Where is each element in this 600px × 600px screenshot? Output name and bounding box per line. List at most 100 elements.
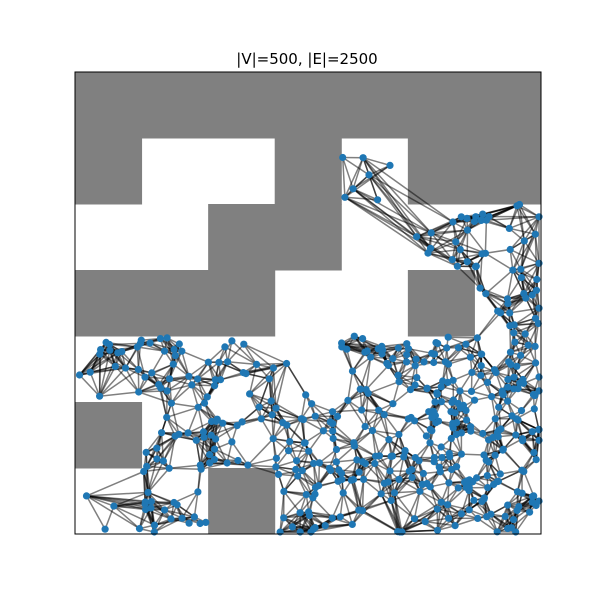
graph-edge [283, 469, 297, 492]
graph-edge [401, 490, 421, 533]
graph-edge [181, 491, 199, 519]
graph-edge [460, 490, 470, 515]
graph-node [505, 224, 513, 232]
graph-node [367, 353, 375, 361]
graph-node [437, 398, 445, 406]
graph-node [434, 417, 443, 425]
graph-node [328, 408, 337, 416]
graph-node [457, 213, 465, 221]
graph-edge [332, 409, 362, 413]
graph-node [301, 439, 309, 447]
graph-node [467, 427, 475, 435]
graph-node [394, 344, 402, 352]
graph-edge [312, 497, 333, 519]
graph-edge [427, 252, 458, 267]
graph-node [192, 436, 200, 444]
graph-node [135, 525, 144, 533]
graph-node [416, 487, 424, 495]
graph-node [165, 464, 173, 472]
graph-node [257, 415, 265, 423]
graph-edge [354, 430, 373, 447]
graph-edge [461, 453, 485, 456]
graph-edge [311, 403, 331, 423]
graph-node [413, 374, 421, 382]
graph-edge [365, 357, 372, 390]
graph-edge [534, 234, 538, 280]
graph-edge [399, 529, 438, 533]
graph-edge [272, 367, 277, 409]
graph-edge [393, 492, 416, 520]
graph-edge [359, 356, 372, 390]
graph-edge [270, 363, 288, 402]
graph-node [520, 237, 528, 245]
graph-node [215, 358, 223, 366]
graph-edge [368, 164, 391, 176]
graph-edge [390, 499, 415, 520]
graph-node [349, 475, 358, 484]
graph-node [253, 360, 261, 368]
graph-node [472, 262, 480, 270]
graph-edge [477, 517, 498, 533]
graph-edge [138, 391, 172, 404]
graph-edge [256, 362, 287, 366]
graph-node [96, 392, 104, 400]
graph-edge [519, 203, 540, 218]
graph-edge [113, 505, 155, 526]
graph-edge [203, 437, 211, 464]
graph-edge [368, 174, 379, 201]
graph-edge [430, 232, 453, 261]
graph-edge [247, 438, 274, 466]
graph-node [234, 456, 242, 465]
graph-edge [268, 378, 273, 415]
graph-node [121, 364, 130, 372]
graph-node [146, 339, 154, 347]
graph-edge [363, 478, 382, 495]
graph-node [178, 347, 186, 355]
graph-edge [352, 479, 360, 511]
graph-node [380, 411, 388, 419]
graph-node [504, 397, 512, 405]
graph-edge [215, 424, 238, 440]
plot-area [74, 71, 543, 536]
graph-node [532, 456, 540, 464]
graph-node [321, 522, 329, 530]
graph-node [477, 216, 485, 224]
graph-edge [272, 414, 302, 420]
graph-edge [339, 492, 344, 517]
graph-node [308, 400, 316, 408]
graph-edge [303, 418, 331, 423]
graph-node [106, 346, 114, 354]
graph-edge [79, 352, 119, 376]
graph-node [476, 284, 484, 292]
obstacle-cell [141, 270, 209, 337]
graph-node [430, 458, 438, 466]
graph-edge [166, 406, 199, 419]
graph-node [519, 375, 527, 384]
graph-edge [181, 350, 209, 363]
graph-node [454, 344, 462, 352]
graph-node [163, 413, 171, 421]
graph-node [339, 153, 347, 162]
graph-node [423, 480, 431, 488]
graph-edge [143, 467, 170, 473]
graph-node [332, 458, 340, 466]
graph-node [403, 351, 411, 359]
graph-node [433, 389, 441, 397]
graph-node [531, 392, 539, 400]
graph-node [510, 329, 518, 337]
graph-node [272, 404, 280, 412]
graph-edge [399, 508, 438, 533]
graph-node [487, 510, 495, 518]
graph-node [137, 336, 145, 344]
graph-node [212, 435, 220, 443]
graph-edge [507, 495, 533, 506]
graph-node [451, 409, 459, 417]
graph-node [506, 322, 514, 330]
graph-node [528, 428, 536, 436]
graph-node [163, 387, 171, 395]
graph-node [437, 383, 445, 391]
graph-node [494, 433, 502, 441]
graph-edge [342, 492, 354, 525]
graph-node [329, 427, 337, 435]
graph-node [292, 465, 300, 474]
